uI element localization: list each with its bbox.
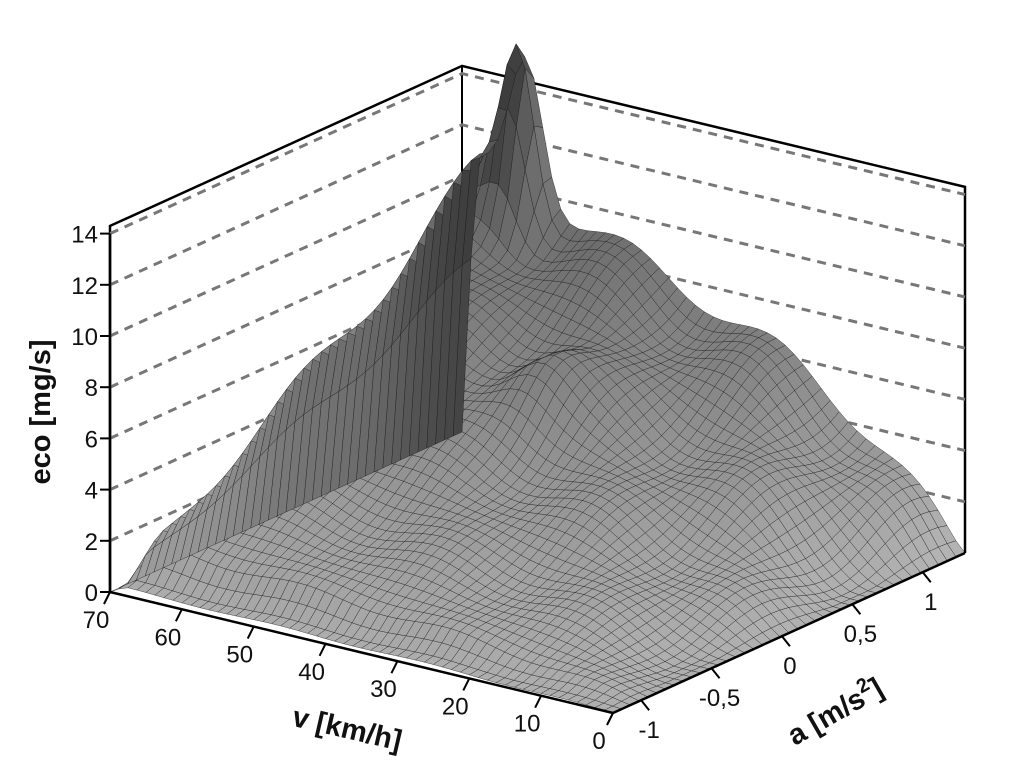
- z-tick-label: 0: [85, 580, 98, 607]
- v-tick-mark: [174, 608, 183, 622]
- v-tick-label: 30: [370, 676, 397, 703]
- v-tick-mark: [462, 677, 471, 691]
- z-axis-label: eco [mg/s]: [25, 339, 57, 484]
- a-tick-label: -1: [638, 717, 659, 744]
- z-tick-label: 4: [85, 478, 98, 505]
- v-tick-mark: [318, 643, 327, 657]
- y-axis-label-main: a [m/s: [782, 683, 871, 753]
- x-axis-label: v [km/h]: [289, 701, 405, 757]
- v-tick-mark: [246, 626, 255, 640]
- z-gridline: [109, 123, 966, 287]
- a-tick-mark: [781, 635, 791, 647]
- z-tick-label: 10: [71, 324, 98, 351]
- v-tick-label: 40: [298, 659, 325, 686]
- a-tick-label: -0,5: [699, 685, 740, 712]
- v-tick-label: 20: [442, 693, 469, 720]
- v-tick-label: 50: [226, 642, 253, 669]
- a-tick-mark: [851, 603, 862, 615]
- z-tick-label: 6: [85, 426, 98, 453]
- front-frame: [108, 233, 966, 715]
- v-tick-mark: [534, 695, 543, 709]
- a-tick-mark: [710, 667, 721, 679]
- axis-ticks: 0 2 4 6 8 10 12 14 0 10 20 30 40 50 60 70 -1 -0,5 0 0,5 1: [71, 222, 937, 755]
- v-tick-mark: [606, 712, 614, 726]
- a-tick-mark: [640, 699, 650, 711]
- a-tick-label: 1: [924, 589, 937, 616]
- z-gridline: [109, 72, 966, 235]
- a-tick-label: 0: [783, 653, 796, 680]
- a-tick-label: 0,5: [844, 621, 877, 648]
- v-tick-mark: [103, 591, 111, 605]
- v-tick-label: 60: [155, 624, 182, 651]
- v-axis-line: [109, 590, 614, 715]
- z-tick-label: 12: [71, 273, 98, 300]
- v-tick-mark: [390, 660, 399, 674]
- v-tick-label: 10: [514, 711, 541, 738]
- z-tick-label: 14: [71, 222, 98, 249]
- a-axis-line: [612, 551, 966, 715]
- v-tick-label: 70: [83, 607, 110, 634]
- y-axis-label: a [m/s2]: [780, 669, 889, 752]
- z-tick-label: 2: [85, 529, 98, 556]
- v-tick-label: 0: [592, 728, 605, 755]
- z-tick-label: 8: [85, 375, 98, 402]
- surface-mesh: [109, 43, 966, 714]
- a-tick-mark: [921, 571, 932, 583]
